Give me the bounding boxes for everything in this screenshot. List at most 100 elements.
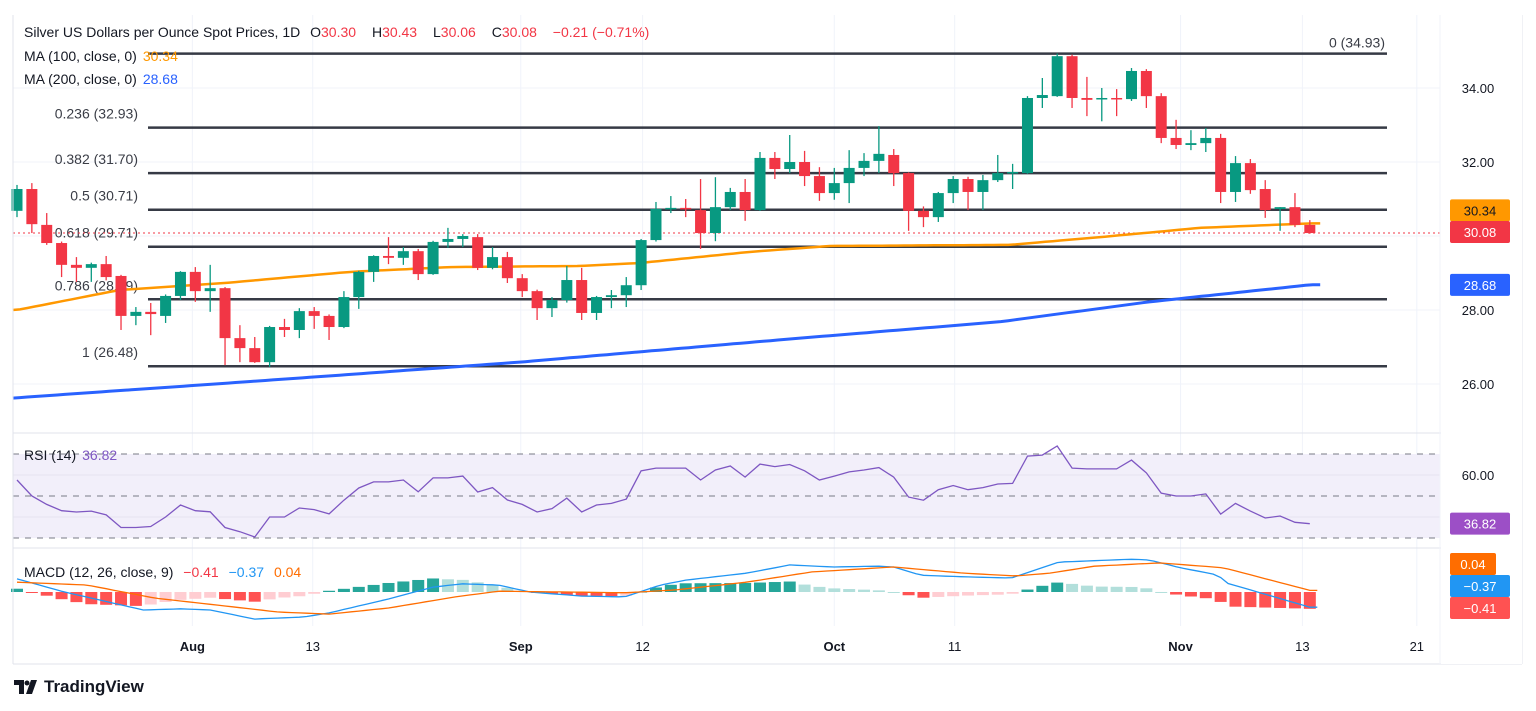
- candle-body: [293, 311, 305, 330]
- candle: [249, 337, 261, 363]
- macd-hist-bar: [813, 586, 826, 592]
- macd-hist-bar: [1021, 589, 1034, 592]
- candle: [1096, 88, 1108, 122]
- macd-badge-bg: [1450, 575, 1510, 597]
- candle: [1259, 180, 1271, 218]
- candle: [695, 179, 707, 249]
- macd-hist-bar: [664, 584, 677, 592]
- candle-body: [397, 251, 409, 258]
- candle-body: [427, 241, 439, 275]
- candle-body: [932, 193, 944, 218]
- candle-body: [11, 189, 23, 211]
- candle: [576, 267, 588, 320]
- tradingview-logo[interactable]: TradingView: [14, 677, 144, 697]
- candle: [1126, 68, 1137, 101]
- candle: [1066, 54, 1078, 108]
- hist-badge-label: −0.41: [1464, 601, 1497, 616]
- candle-body: [620, 285, 632, 296]
- macd-hist-bar: [962, 592, 975, 596]
- macd-hist-bar: [1170, 592, 1183, 595]
- macd-hist-bar: [724, 583, 737, 592]
- candle: [368, 255, 380, 282]
- macd-hist-bar: [545, 592, 558, 594]
- candle-body: [189, 271, 201, 292]
- candle: [293, 308, 305, 339]
- price-badge-bg: [1450, 221, 1510, 244]
- candle: [100, 255, 112, 281]
- ma100-legend[interactable]: MA (100, close, 0) 30.34: [24, 48, 184, 64]
- candle: [1007, 163, 1019, 190]
- candle-body: [947, 179, 959, 194]
- macd-hist-bar: [55, 592, 68, 600]
- candle: [56, 241, 68, 278]
- candle-body: [799, 162, 811, 177]
- close-label: C: [491, 24, 502, 40]
- candle-body: [1185, 143, 1197, 145]
- candle-body: [1066, 56, 1078, 98]
- rsi-line: [16, 445, 1310, 538]
- macd-hist-bar: [976, 592, 989, 596]
- macd-hist-bar: [1080, 585, 1093, 592]
- macd-hist-bar: [902, 592, 915, 596]
- candle: [1051, 53, 1063, 97]
- macd-line-value: −0.37: [228, 564, 265, 580]
- ma200-badge: 28.68: [1450, 273, 1510, 296]
- macd-hist-bar: [768, 582, 781, 592]
- macd-hist-bar: [1125, 586, 1138, 592]
- ma100-badge-label: 30.34: [1464, 203, 1497, 218]
- candle-body: [873, 153, 885, 161]
- candle: [442, 227, 454, 248]
- ma200-legend[interactable]: MA (200, close, 0) 28.68: [24, 71, 184, 87]
- macd-legend[interactable]: MACD (12, 26, close, 9) −0.41 −0.37 0.04: [24, 564, 307, 580]
- time-axis[interactable]: Aug 13 Sep 12 Oct 11 Nov 13 21: [180, 639, 1424, 654]
- fibonacci-retracement[interactable]: 0 (34.93) 0.236 (32.93) 0.382 (31.70) 0.5 (…: [55, 35, 1387, 368]
- macd-hist-bar: [858, 589, 871, 592]
- time-tick-label: Aug: [180, 639, 205, 654]
- logo-text: TradingView: [44, 677, 144, 696]
- candle-body: [665, 207, 677, 210]
- candle-body: [769, 157, 781, 170]
- candle-body: [56, 243, 68, 265]
- candle-body: [1244, 163, 1256, 191]
- candle: [264, 325, 276, 367]
- macd-hist-bar: [115, 592, 128, 606]
- candle: [784, 134, 796, 174]
- candle: [1274, 207, 1286, 231]
- macd-hist-bar: [159, 592, 172, 602]
- macd-hist-bar: [189, 592, 202, 599]
- candle: [1155, 93, 1167, 144]
- candle-body: [249, 348, 261, 363]
- candle: [561, 265, 573, 303]
- candle-body: [605, 295, 617, 298]
- change-value: −0.21 (−0.71%): [552, 24, 650, 40]
- macd-hist-bar: [456, 579, 469, 592]
- macd-line: [16, 558, 1318, 620]
- price-badge-label: 30.08: [1464, 225, 1497, 240]
- candle-body: [174, 271, 186, 296]
- candle-body: [204, 288, 216, 292]
- candle: [828, 167, 840, 200]
- fib-level-label: 0.382 (31.70): [55, 151, 138, 167]
- macd-hist-bar: [25, 592, 38, 593]
- candle: [160, 294, 172, 323]
- low-label: L: [433, 24, 441, 40]
- macd-hist-bar: [11, 588, 23, 592]
- fib-level-label: 0.5 (30.71): [70, 188, 138, 204]
- candle: [383, 237, 394, 265]
- candle: [278, 318, 290, 338]
- candle: [1289, 193, 1301, 228]
- high-label: H: [371, 24, 383, 40]
- price-axis[interactable]: 34.00 32.00 28.00 26.00 60.00: [1462, 81, 1495, 483]
- candle-body: [1289, 207, 1301, 225]
- signal-badge-bg: [1450, 553, 1496, 575]
- candle: [977, 174, 989, 211]
- macd-hist-bar: [144, 592, 157, 605]
- rsi-legend[interactable]: RSI (14) 36.82: [24, 447, 123, 463]
- fib-level-label: 1 (26.48): [82, 344, 138, 360]
- candle-body: [1170, 137, 1182, 145]
- ma100-label: MA (100, close, 0): [24, 48, 137, 64]
- candle: [888, 149, 900, 187]
- macd-hist-bar: [828, 588, 841, 592]
- candle: [26, 183, 38, 234]
